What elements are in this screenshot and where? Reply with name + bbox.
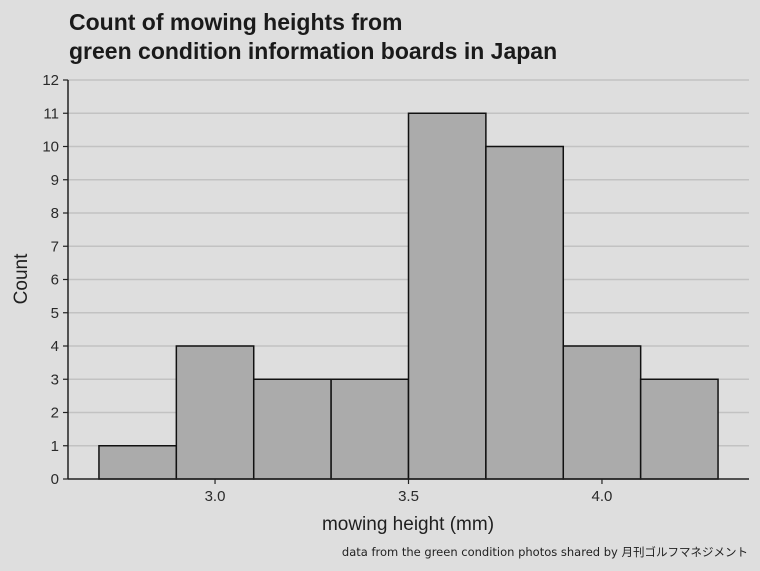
- y-tick-label: 3: [51, 371, 59, 388]
- x-tick-label: 3.5: [398, 488, 419, 505]
- y-tick-label: 7: [51, 238, 59, 255]
- x-tick-label: 3.0: [205, 488, 226, 505]
- y-tick-label: 2: [51, 405, 59, 422]
- y-tick-label: 0: [51, 471, 59, 488]
- chart-title-line-1: Count of mowing heights from: [69, 9, 402, 35]
- y-tick-label: 11: [43, 105, 59, 122]
- x-axis-ticks: 3.0 3.5 4.0: [205, 479, 613, 505]
- x-axis-title: mowing height (mm): [322, 514, 494, 535]
- histogram-bar-1: [175, 345, 255, 480]
- histogram-bar-5: [485, 145, 565, 480]
- histogram-bar-7: [639, 378, 719, 480]
- y-axis-title: Count: [11, 253, 32, 304]
- histogram-bar-6: [562, 345, 642, 480]
- y-tick-label: 10: [42, 139, 59, 156]
- y-tick-label: 6: [51, 272, 59, 289]
- y-tick-label: 4: [51, 338, 59, 355]
- chart-title-line-2: green condition information boards in Ja…: [69, 38, 557, 64]
- bars: [98, 112, 719, 480]
- x-tick-label: 4.0: [592, 488, 613, 505]
- chart-caption: data from the green condition photos sha…: [342, 545, 748, 559]
- y-tick-label: 1: [51, 438, 59, 455]
- histogram-bar-3: [330, 378, 410, 480]
- histogram-bar-0: [98, 445, 178, 480]
- y-tick-label: 9: [51, 172, 59, 189]
- y-tick-label: 5: [51, 305, 59, 322]
- histogram-bar-2: [252, 378, 332, 480]
- histogram-bar-4: [407, 112, 487, 480]
- y-tick-label: 8: [51, 205, 59, 222]
- y-tick-label: 12: [42, 72, 59, 89]
